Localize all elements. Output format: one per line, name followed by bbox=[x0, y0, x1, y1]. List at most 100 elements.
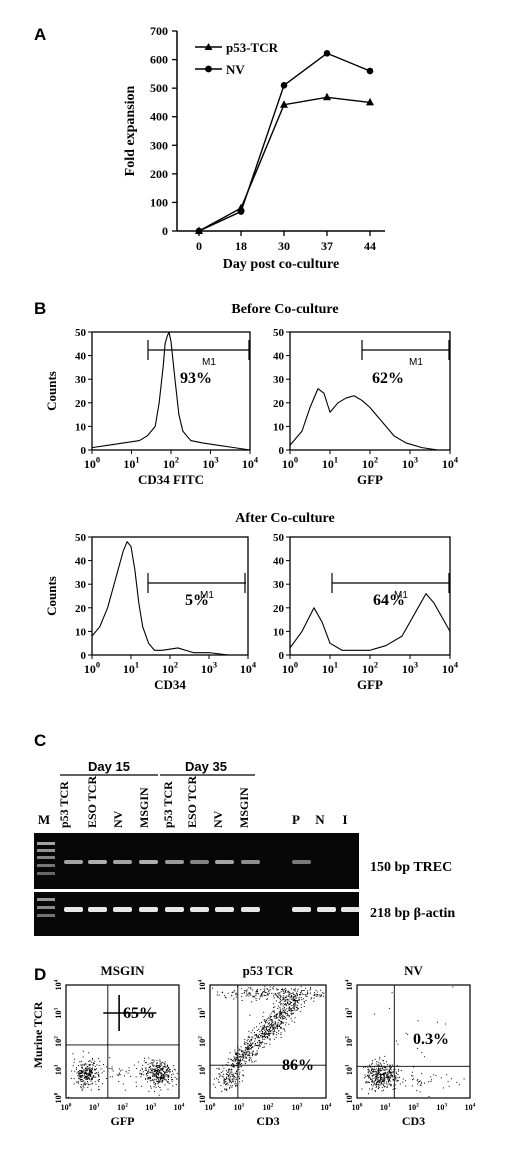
ladder-band bbox=[37, 906, 55, 909]
gate-label: M1 bbox=[409, 357, 423, 368]
x-tick-label: 104 bbox=[174, 1102, 185, 1112]
x-tick-label: 30 bbox=[278, 239, 290, 253]
histogram-trace bbox=[91, 541, 248, 656]
actin-band bbox=[64, 907, 83, 912]
x-tick-label: 44 bbox=[364, 239, 376, 253]
data-point-circle bbox=[323, 49, 331, 57]
y-tick-label: 30 bbox=[75, 374, 87, 386]
panel-label-a: A bbox=[34, 25, 46, 44]
actin-band bbox=[139, 907, 158, 912]
x-tick-label: 101 bbox=[322, 661, 338, 676]
x-tick-label: 101 bbox=[89, 1102, 100, 1112]
x-tick-label: 102 bbox=[163, 456, 179, 471]
x-tick-label: 101 bbox=[123, 456, 139, 471]
histogram-frame bbox=[91, 536, 249, 656]
day35-label: Day 35 bbox=[185, 759, 227, 774]
trec-band bbox=[165, 860, 184, 864]
x-tick-label: 102 bbox=[362, 661, 378, 676]
gel-lane-label: p53 TCR bbox=[57, 781, 71, 828]
x-tick-label: 102 bbox=[162, 661, 178, 676]
positive-control-label: P bbox=[292, 812, 300, 827]
y-tick-label: 103 bbox=[345, 1008, 355, 1019]
y-tick-label: 100 bbox=[150, 195, 168, 209]
x-tick-label: 100 bbox=[84, 456, 100, 471]
x-tick-label: 103 bbox=[402, 661, 418, 676]
event-dots bbox=[212, 986, 325, 1092]
dotplot-title: NV bbox=[404, 963, 423, 978]
dotplot-frame bbox=[209, 984, 327, 1099]
gate-percentage: 5% bbox=[185, 592, 209, 609]
histogram-gfp-before: 0 10 20 30 40 50 100 101 102 103 104 M1 62% GFP bbox=[273, 327, 459, 487]
y-tick-label: 30 bbox=[273, 374, 285, 386]
legend-circle-marker bbox=[205, 65, 212, 73]
y-tick-label: 101 bbox=[198, 1064, 208, 1075]
y-tick-label: 10 bbox=[75, 421, 87, 433]
legend-triangle-marker bbox=[204, 43, 213, 50]
x-tick-label: 101 bbox=[322, 456, 338, 471]
actin-band bbox=[190, 907, 209, 912]
y-tick-label: 0 bbox=[279, 445, 285, 457]
trec-band bbox=[64, 860, 83, 864]
y-tick-label: 50 bbox=[75, 532, 87, 544]
y-tick-label: 200 bbox=[150, 167, 168, 181]
panel-label-b: B bbox=[34, 299, 46, 318]
actin-band-label: 218 bp β-actin bbox=[370, 906, 455, 921]
marker-lane-label: M bbox=[38, 812, 50, 827]
series-line-circle bbox=[198, 52, 371, 232]
y-tick-label: 40 bbox=[273, 351, 285, 363]
y-tick-label: 10 bbox=[273, 626, 285, 638]
y-tick-label: 30 bbox=[273, 579, 285, 591]
gel-lane-label: MSGIN bbox=[237, 787, 251, 828]
y-tick-label: 20 bbox=[273, 398, 285, 410]
y-tick-label: 40 bbox=[75, 556, 87, 568]
dotplot-frame bbox=[65, 984, 180, 1099]
y-tick-label: 700 bbox=[150, 24, 168, 38]
x-tick-label: 102 bbox=[408, 1102, 419, 1112]
x-tick-label: 104 bbox=[240, 661, 257, 676]
y-tick-label: 20 bbox=[75, 603, 87, 615]
x-axis-title: GFP bbox=[111, 1114, 135, 1128]
fold-expansion-chart: 0 100 200 300 400 500 600 700 0 18 30 37 44 Fold ex… bbox=[123, 24, 385, 272]
y-tick-label: 100 bbox=[54, 1092, 64, 1103]
y-tick-label: 400 bbox=[150, 110, 168, 124]
panel-label-d: D bbox=[34, 965, 46, 984]
x-tick-label: 102 bbox=[117, 1102, 128, 1112]
gel-lane-label: p53 TCR bbox=[161, 781, 175, 828]
y-tick-label: 50 bbox=[75, 327, 87, 339]
y-axis-title: Counts bbox=[44, 576, 59, 616]
x-tick-label: 101 bbox=[380, 1102, 391, 1112]
legend-label-nv: NV bbox=[226, 62, 245, 77]
histogram-cd34-after: 0 10 20 30 40 50 100 101 102 103 104 M15% CD34 Counts bbox=[44, 532, 257, 692]
actin-band bbox=[292, 907, 311, 912]
trec-band bbox=[292, 860, 311, 864]
histogram-cd34-fitc: 0 10 20 30 40 50 100 101 102 103 104 M1 93% CD34 FITC… bbox=[44, 327, 259, 487]
trec-band bbox=[190, 860, 209, 864]
ladder-band bbox=[37, 849, 55, 852]
y-tick-label: 102 bbox=[198, 1036, 208, 1047]
x-tick-label: 103 bbox=[402, 456, 418, 471]
y-tick-label: 600 bbox=[150, 53, 168, 67]
gate-percentage: 62% bbox=[372, 370, 404, 387]
y-tick-label: 10 bbox=[75, 626, 87, 638]
actin-band bbox=[88, 907, 107, 912]
data-point-triangle bbox=[323, 92, 331, 101]
trec-band bbox=[88, 860, 107, 864]
ladder-band bbox=[37, 842, 55, 845]
after-coculture-title: After Co-culture bbox=[235, 511, 334, 526]
quadrant-percentage: 0.3% bbox=[413, 1031, 449, 1048]
histogram-trace bbox=[91, 331, 251, 451]
y-tick-label: 30 bbox=[75, 579, 87, 591]
ladder-band bbox=[37, 856, 55, 859]
x-axis-title: GFP bbox=[357, 472, 383, 487]
y-tick-label: 103 bbox=[54, 1008, 64, 1019]
y-tick-label: 500 bbox=[150, 81, 168, 95]
x-tick-label: 0 bbox=[196, 239, 202, 253]
x-tick-label: 100 bbox=[84, 661, 100, 676]
y-tick-label: 20 bbox=[273, 603, 285, 615]
x-tick-label: 103 bbox=[436, 1102, 447, 1112]
y-tick-label: 40 bbox=[273, 556, 285, 568]
